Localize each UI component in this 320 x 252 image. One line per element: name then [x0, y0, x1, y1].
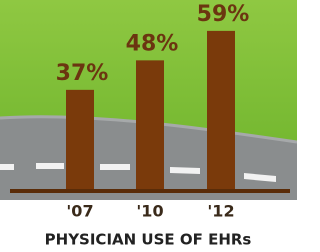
x-tick-label: '12 [207, 202, 234, 221]
value-label: 37% [56, 61, 109, 86]
bar [207, 31, 235, 189]
chart-title: PHYSICIAN USE OF EHRs [45, 231, 252, 249]
bar [66, 90, 94, 189]
bar [136, 60, 164, 189]
value-label: 59% [197, 2, 250, 27]
x-tick-label: '07 [66, 202, 93, 221]
x-tick-label: '10 [136, 202, 163, 221]
chart: PHYSICIAN USE OF EHRs 37% '07 48% '10 59% '12 [0, 0, 297, 252]
value-label: 48% [126, 31, 179, 56]
